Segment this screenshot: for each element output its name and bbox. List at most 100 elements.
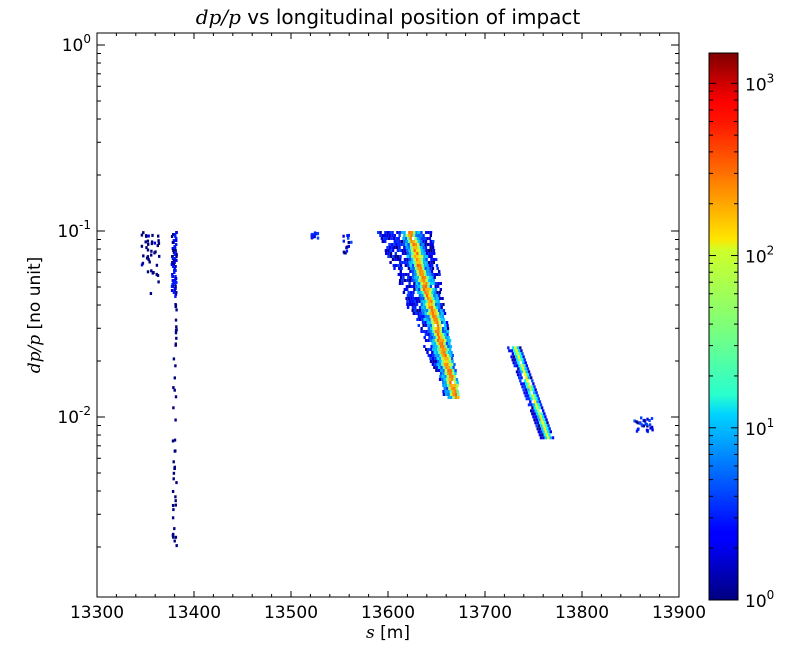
y-tick-label: 10-1	[57, 218, 91, 242]
heatmap-cell	[430, 249, 433, 252]
heatmap-cell	[437, 300, 440, 303]
heatmap-cell	[418, 318, 422, 321]
y-axis-label-math: dp/p	[25, 335, 45, 373]
heatmap-cell	[386, 246, 389, 249]
heatmap-cell	[427, 339, 430, 342]
heatmap-cell	[432, 360, 435, 363]
heatmap-cell	[538, 412, 541, 416]
heatmap-cell	[531, 379, 534, 383]
heatmap-cell	[172, 249, 175, 252]
heatmap-cell	[512, 361, 515, 365]
heatmap-cell	[429, 357, 432, 360]
heatmap-cell	[431, 363, 435, 366]
heatmap-cell	[388, 246, 392, 249]
heatmap-cell	[429, 339, 433, 342]
heatmap-cell	[413, 249, 416, 252]
heatmap-cell	[538, 418, 541, 422]
heatmap-cell	[529, 400, 532, 404]
heatmap-cell	[434, 285, 437, 288]
heatmap-cell	[171, 283, 175, 286]
heatmap-cell	[527, 376, 530, 380]
heatmap-cell	[313, 231, 317, 235]
heatmap-cell	[413, 258, 416, 261]
heatmap-cell	[170, 285, 174, 288]
heatmap-cell	[157, 242, 161, 245]
heatmap-cell	[427, 333, 430, 336]
heatmap-cell	[400, 267, 403, 270]
heatmap-cell	[535, 403, 538, 407]
heatmap-cell	[439, 312, 442, 315]
heatmap-cell	[523, 364, 526, 368]
heatmap-cell	[415, 285, 418, 288]
heatmap-cell	[403, 258, 407, 261]
heatmap-cell	[434, 339, 437, 342]
heatmap-cell	[418, 252, 421, 255]
heatmap-cell	[531, 412, 534, 416]
heatmap-cell	[542, 436, 545, 440]
heatmap-cell	[540, 412, 544, 416]
heatmap-cell	[399, 264, 403, 267]
heatmap-cell	[519, 379, 522, 383]
heatmap-cell	[415, 303, 419, 306]
heatmap-cell	[171, 247, 174, 250]
heatmap-cell	[425, 258, 428, 261]
heatmap-cell	[140, 233, 144, 237]
heatmap-cell	[174, 293, 178, 296]
heatmap-cell	[457, 396, 460, 399]
heatmap-cell	[431, 342, 434, 345]
heatmap-cell	[174, 395, 178, 399]
heatmap-cell	[171, 504, 175, 507]
heatmap-cell	[541, 433, 544, 437]
heatmap-cell	[445, 387, 449, 390]
heatmap-cell	[388, 234, 392, 237]
heatmap-cell	[646, 424, 649, 428]
heatmap-cell	[419, 312, 423, 315]
heatmap-cell	[444, 375, 447, 378]
heatmap-cell	[435, 318, 438, 321]
x-tick-label: 13900	[652, 603, 706, 623]
heatmap-cell	[439, 282, 442, 285]
heatmap-cell	[440, 345, 443, 348]
heatmap-cell	[441, 378, 444, 381]
heatmap-cell	[171, 265, 175, 268]
heatmap-cell	[174, 257, 177, 260]
heatmap-cell	[419, 243, 422, 246]
heatmap-cell	[428, 276, 432, 279]
heatmap-cell	[437, 354, 440, 357]
heatmap-cell	[391, 249, 395, 252]
heatmap-cell	[413, 300, 416, 303]
heatmap-cell	[406, 300, 409, 303]
heatmap-cell	[511, 346, 515, 350]
heatmap-cell	[433, 366, 436, 369]
heatmap-cell	[146, 270, 150, 274]
heatmap-cell	[513, 349, 516, 353]
heatmap-cell	[398, 267, 401, 270]
heatmap-cell	[436, 312, 439, 315]
heatmap-cell	[147, 242, 150, 246]
heatmap-cell	[408, 303, 411, 306]
heatmap-cell	[536, 400, 539, 404]
heatmap-cell	[442, 345, 445, 348]
x-tick-label: 13400	[167, 603, 221, 623]
heatmap-cell	[433, 321, 437, 324]
heatmap-cell	[429, 243, 432, 246]
heatmap-cell	[533, 412, 536, 416]
heatmap-cell	[174, 265, 177, 268]
heatmap-cell	[456, 384, 459, 387]
heatmap-cell	[387, 237, 391, 240]
heatmap-cell	[408, 255, 412, 258]
heatmap-cell	[437, 318, 441, 321]
heatmap-cell	[442, 303, 445, 306]
heatmap-cell	[419, 267, 423, 270]
heatmap-cell	[174, 535, 178, 539]
heatmap-cell	[436, 285, 440, 288]
heatmap-cell	[450, 366, 453, 369]
heatmap-cell	[428, 255, 431, 258]
heatmap-cell	[515, 355, 518, 359]
heatmap-cell	[412, 291, 415, 294]
heatmap-cell	[454, 393, 458, 396]
heatmap-cell	[173, 271, 176, 274]
heatmap-cell	[424, 240, 428, 243]
heatmap-cell	[432, 279, 435, 282]
heatmap-cell	[417, 312, 420, 315]
